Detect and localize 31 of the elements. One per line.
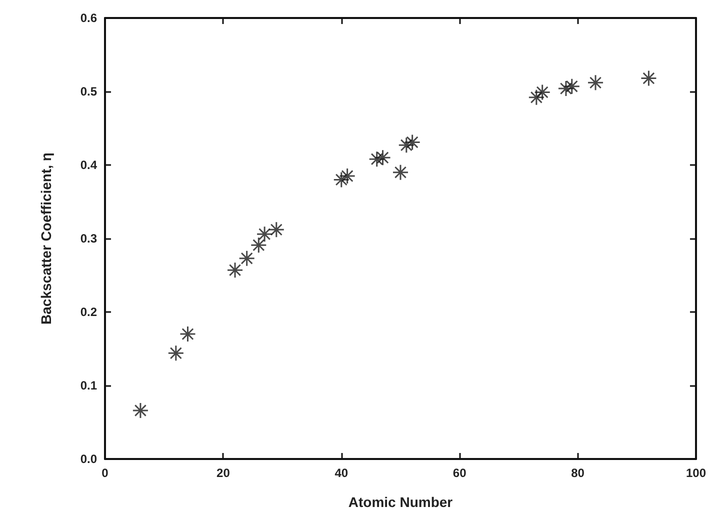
x-tick-label: 20 bbox=[216, 466, 230, 480]
y-axis-title: Backscatter Coefficient, η bbox=[38, 152, 54, 324]
y-tick-label: 0.6 bbox=[80, 11, 98, 25]
y-tick-label: 0.1 bbox=[80, 378, 98, 392]
point bbox=[132, 402, 148, 418]
point bbox=[392, 164, 408, 180]
x-tick-label: 100 bbox=[686, 466, 706, 480]
y-tick-label: 0.2 bbox=[80, 305, 98, 319]
point bbox=[375, 150, 390, 166]
point bbox=[404, 134, 420, 150]
point bbox=[239, 250, 254, 266]
point bbox=[340, 168, 355, 184]
y-tick-label: 0.4 bbox=[80, 158, 98, 172]
point bbox=[641, 70, 656, 86]
x-tick-label: 80 bbox=[571, 466, 585, 480]
point bbox=[257, 226, 272, 242]
y-tick-label: 0.0 bbox=[80, 452, 98, 466]
point bbox=[168, 346, 184, 361]
point bbox=[588, 75, 604, 90]
y-tick-label: 0.5 bbox=[80, 84, 98, 98]
x-tick-label: 40 bbox=[334, 466, 348, 480]
x-axis-title: Atomic Number bbox=[348, 494, 454, 510]
x-tick-label: 0 bbox=[102, 466, 109, 480]
point bbox=[228, 262, 243, 278]
y-tick-label: 0.3 bbox=[80, 232, 98, 246]
point bbox=[180, 326, 196, 342]
point bbox=[534, 84, 550, 100]
point bbox=[251, 238, 266, 253]
point bbox=[268, 222, 284, 238]
x-tick-label: 60 bbox=[452, 466, 467, 480]
point bbox=[564, 78, 580, 94]
